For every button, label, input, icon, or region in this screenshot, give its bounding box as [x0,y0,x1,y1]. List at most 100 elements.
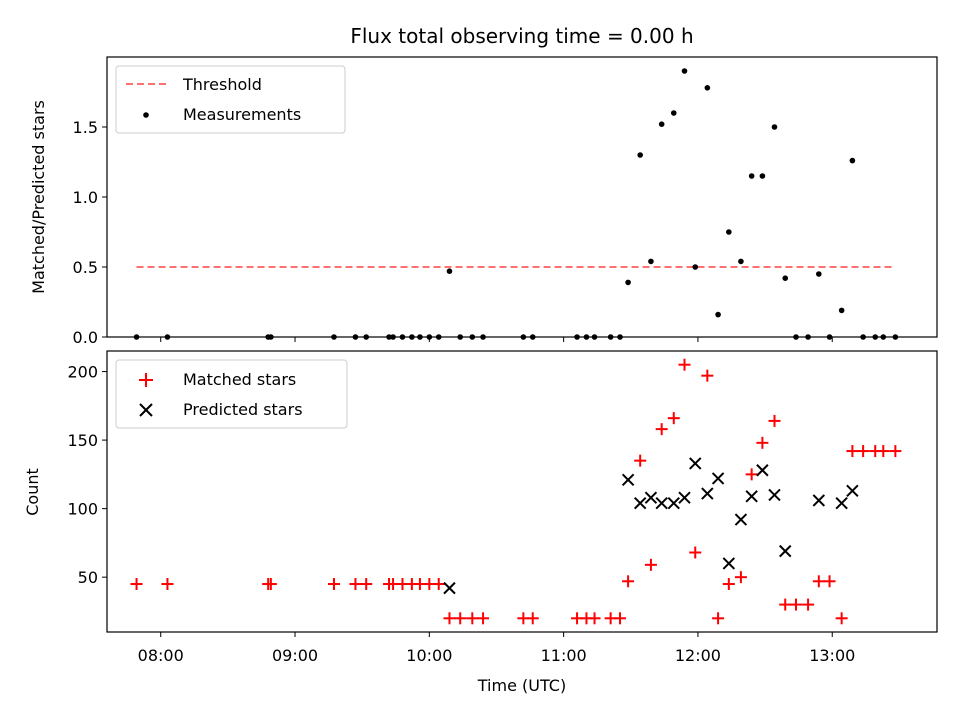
ratio-legend: Threshold Measurements [115,65,346,134]
matched-star-marker [722,578,735,591]
measurement-point [782,275,789,282]
matched-star-marker [734,571,747,584]
legend-predicted-swatch [139,403,153,417]
matched-star-marker [655,423,668,436]
matched-star-marker [526,612,539,625]
matched-star-marker [644,558,657,571]
x-tick-label: 09:00 [272,646,318,665]
count-legend: Matched stars Predicted stars [115,359,348,429]
matched-star-marker [161,578,174,591]
measurement-point [681,68,688,74]
matched-star-marker [678,358,691,371]
ratio-y-tick-label: 1.0 [73,188,98,207]
predicted-star-marker [701,487,714,500]
measurement-point [529,334,536,340]
matched-star-marker [689,546,702,559]
predicted-marker-b [678,491,691,504]
measurement-point [860,334,866,340]
predicted-star-marker [745,490,758,503]
measurement-point [426,334,433,340]
measurement-point [480,334,486,340]
predicted-star-marker [667,496,680,510]
matched-star-marker [667,412,680,425]
measurement-point [748,173,755,179]
measurement-point [637,152,643,158]
ratio-y-axis: 0.0 0.5 1.0 1.5 [73,118,107,347]
measurement-point [625,279,631,286]
predicted-marker-b [443,581,456,595]
measurement-point [409,334,415,340]
measurement-point [759,173,766,179]
matched-star-marker [889,445,902,458]
matched-star-marker [349,578,362,591]
matched-star-marker [327,578,340,591]
count-y-axis-label: Count [23,468,42,516]
measurement-point [726,229,732,235]
measurement-point [738,258,744,265]
measurement-point [648,258,654,265]
matched-star-marker [756,436,769,449]
count-legend-box [115,359,348,429]
matched-star-marker [634,454,647,467]
count-panel: 50 100 150 200 08:00 09:00 10:00 11:00 12:00 13:… [23,350,938,695]
matched-star-marker [857,445,870,458]
measurement-point [591,334,598,340]
ratio-y-tick-label: 0.0 [73,328,98,347]
legend-predicted-label: Predicted stars [183,400,303,419]
ratio-y-tick-label: 0.5 [73,258,98,277]
matched-star-marker [622,575,635,588]
measurement-point [849,157,856,164]
ratio-y-axis-label: Matched/Predicted stars [29,100,48,294]
measurement-point [892,334,899,340]
predicted-star-marker [812,494,826,507]
predicted-marker-b [734,513,748,526]
predicted-star-marker [779,544,792,558]
predicted-star-marker [768,488,781,502]
matched-star-marker [701,369,714,382]
predicted-marker-b [812,494,826,507]
matched-star-marker [588,612,601,625]
measurements-layer [133,68,899,340]
legend-matched-label: Matched stars [183,370,296,389]
count-y-axis: 50 100 150 200 [67,363,107,587]
predicted-marker-b [633,496,647,510]
measurement-point [331,334,337,340]
matched-star-marker [779,598,792,611]
measurement-point [771,124,778,130]
measurement-point [607,334,614,340]
x-tick-label: 11:00 [541,646,587,665]
matched-star-marker [712,612,725,625]
matched-star-marker [130,578,143,591]
matched-star-marker [768,414,781,427]
matched-star-marker [835,612,848,625]
matched-star-marker [812,575,825,588]
predicted-marker-b [621,473,635,487]
matched-star-marker [443,612,456,625]
measurement-point [446,268,453,275]
measurement-point [670,110,677,116]
measurement-point [520,334,527,340]
matched-star-marker [802,598,815,611]
measurement-point [583,334,590,340]
x-axis-label: Time (UTC) [477,676,566,695]
predicted-star-marker [621,473,635,487]
predicted-star-marker [678,491,691,504]
predicted-marker-b [768,488,781,502]
measurement-point [390,334,396,340]
chart-title: Flux total observing time = 0.00 h [350,24,693,48]
measurement-point [457,334,464,340]
predicted-marker-b [655,496,668,510]
ratio-x-ticks [160,337,833,342]
matched-star-marker [432,578,445,591]
measurement-point [417,334,423,340]
predicted-marker-b [722,557,736,570]
matched-star-marker [477,612,490,625]
matched-star-marker [789,598,802,611]
measurement-point [574,334,580,340]
count-y-tick-label: 100 [67,500,98,519]
matched-star-marker [454,612,467,625]
legend-measurements-label: Measurements [183,105,301,124]
ratio-legend-box [115,65,346,134]
measurement-point [793,334,799,340]
